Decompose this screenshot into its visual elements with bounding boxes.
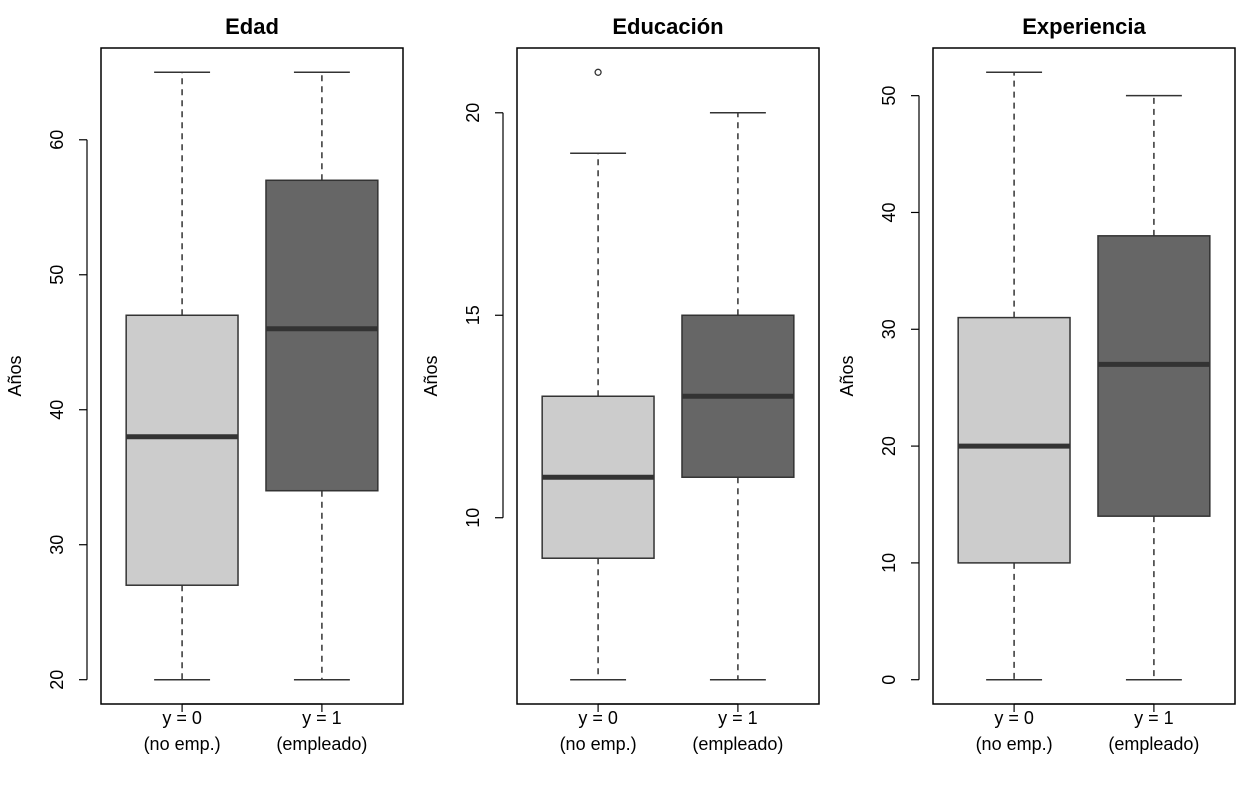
x-tick-label: y = 0 [994, 708, 1034, 728]
x-tick-label: y = 0 [162, 708, 202, 728]
box-2 [265, 71, 379, 681]
x-tick-label: y = 1 [1134, 708, 1174, 728]
x-tick-label: y = 1 [718, 708, 758, 728]
y-tick-label: 20 [47, 670, 67, 690]
y-tick-label: 50 [879, 86, 899, 106]
x-tick-label: (empleado) [692, 734, 783, 754]
y-tick-label: 10 [879, 553, 899, 573]
y-axis-label: Años [5, 355, 25, 396]
box-iqr [125, 314, 239, 586]
outlier-point [594, 68, 602, 76]
plot-frame [100, 47, 404, 705]
x-tick-label: (no emp.) [144, 734, 221, 754]
x-tick-label: (no emp.) [560, 734, 637, 754]
y-tick-label: 30 [47, 535, 67, 555]
box-1 [541, 68, 655, 681]
box-1 [125, 71, 239, 681]
y-axis-label: Años [421, 355, 441, 396]
panel-2: Educación Años 10 15 20 y = 0 (no emp.) y = 1 (e… [421, 14, 820, 754]
box-2 [1097, 94, 1211, 681]
x-tick-label: y = 0 [578, 708, 618, 728]
y-tick-label: 50 [47, 265, 67, 285]
plot-frame [932, 47, 1236, 705]
x-tick-label: y = 1 [302, 708, 342, 728]
box-iqr [957, 316, 1071, 564]
x-tick-label: (empleado) [276, 734, 367, 754]
y-tick-label: 60 [47, 130, 67, 150]
panel-1: Edad Años 20 30 40 50 60 y = 0 (no emp.) y = 1 (em… [5, 14, 404, 754]
box-iqr [1097, 235, 1211, 517]
y-tick-label: 20 [879, 436, 899, 456]
box-1 [957, 71, 1071, 681]
x-tick-label: (no emp.) [976, 734, 1053, 754]
x-tick-label: (empleado) [1108, 734, 1199, 754]
y-tick-label: 0 [879, 675, 899, 685]
chart-title: Edad [225, 14, 279, 39]
box-2 [681, 112, 795, 681]
y-tick-label: 15 [463, 305, 483, 325]
y-axis-label: Años [837, 355, 857, 396]
panel-3: Experiencia Años 0 10 20 30 40 50 y = 0 (no emp.)… [837, 14, 1236, 754]
y-tick-label: 40 [879, 202, 899, 222]
y-tick-label: 20 [463, 103, 483, 123]
y-tick-label: 30 [879, 319, 899, 339]
box-iqr [265, 179, 379, 492]
y-tick-label: 40 [47, 400, 67, 420]
chart-title: Educación [612, 14, 723, 39]
chart-title: Experiencia [1022, 14, 1146, 39]
y-tick-label: 10 [463, 508, 483, 528]
plot-frame [516, 47, 820, 705]
